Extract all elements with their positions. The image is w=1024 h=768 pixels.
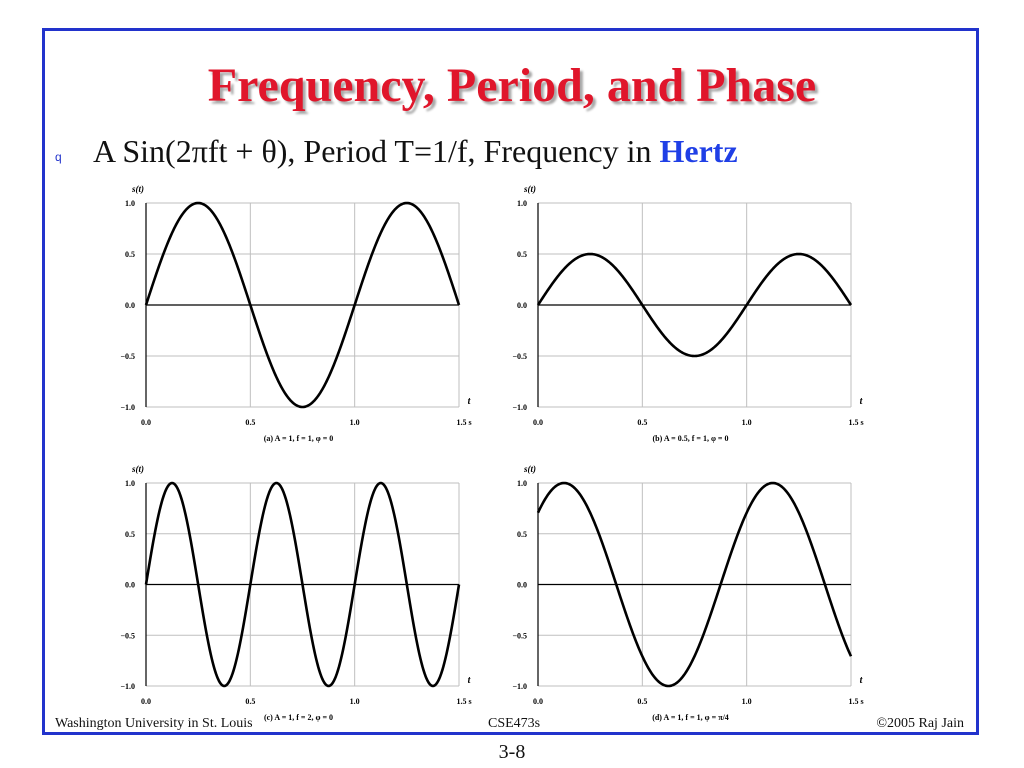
x-axis-label: t: [860, 396, 864, 407]
x-tick-label: 0.5: [245, 418, 255, 427]
y-tick-label: −1.0: [512, 403, 527, 412]
y-tick-label: 0.5: [125, 530, 135, 539]
bullet-text-prefix: A Sin(2πft + θ), Period T=1/f, Frequency…: [93, 133, 660, 169]
x-tick-label: 1.5 s: [456, 697, 471, 706]
chart-caption: (a) A = 1, f = 1, φ = 0: [264, 434, 334, 443]
y-tick-label: 0.5: [125, 250, 135, 259]
chart-caption: (c) A = 1, f = 2, φ = 0: [264, 713, 333, 722]
slide-number: 3-8: [498, 741, 526, 763]
y-tick-label: 1.0: [125, 479, 135, 488]
y-axis-label: s(t): [131, 464, 144, 474]
x-tick-label: 1.5 s: [456, 418, 471, 427]
x-tick-label: 0.0: [141, 697, 151, 706]
y-tick-label: 0.0: [125, 301, 135, 310]
x-tick-label: 1.0: [350, 418, 360, 427]
slide-frame: [42, 28, 979, 735]
y-tick-label: 0.5: [517, 530, 527, 539]
y-tick-label: 0.0: [517, 301, 527, 310]
y-tick-label: 0.0: [125, 581, 135, 590]
series-line-waveform: [144, 481, 461, 688]
footer-institution: Washington University in St. Louis: [55, 716, 253, 731]
x-tick-label: 0.5: [637, 697, 647, 706]
y-tick-label: 1.0: [125, 199, 135, 208]
y-axis-label: s(t): [523, 464, 536, 474]
x-tick-label: 0.5: [245, 697, 255, 706]
x-tick-label: 1.5 s: [848, 418, 863, 427]
y-tick-label: −0.5: [512, 352, 527, 361]
y-tick-label: −1.0: [120, 403, 135, 412]
x-tick-label: 1.0: [350, 697, 360, 706]
y-tick-label: −1.0: [120, 682, 135, 691]
x-tick-label: 0.0: [533, 418, 543, 427]
y-axis-label: s(t): [131, 184, 144, 194]
chart-caption: (d) A = 1, f = 1, φ = π/4: [652, 713, 729, 722]
y-tick-label: 0.5: [517, 250, 527, 259]
y-tick-label: 1.0: [517, 199, 527, 208]
series-line-waveform: [536, 252, 853, 358]
bullet-text: A Sin(2πft + θ), Period T=1/f, Frequency…: [93, 131, 738, 171]
x-axis-label: t: [860, 675, 864, 686]
footer-course: CSE473s: [488, 716, 541, 731]
x-tick-label: 0.0: [533, 697, 543, 706]
bullet-marker: q: [55, 150, 62, 164]
x-tick-label: 1.0: [742, 418, 752, 427]
chart-panel-2: 1.0 0.5 0.0 −0.5 −1.0 0.0 0.5 1.0 1.5 s s(t) t (b) …: [512, 184, 863, 443]
x-tick-label: 0.5: [637, 418, 647, 427]
chart-panel-1: 1.0 0.5 0.0 −0.5 −1.0 0.0 0.5 1.0 1.5 s s(t) t (a) …: [120, 184, 471, 443]
y-tick-label: −0.5: [512, 631, 527, 640]
x-axis-label: t: [468, 396, 472, 407]
series-line-waveform: [144, 201, 461, 409]
x-tick-label: 1.5 s: [848, 697, 863, 706]
x-tick-label: 1.0: [742, 697, 752, 706]
y-tick-label: −0.5: [120, 352, 135, 361]
chart-panel-4: 1.0 0.5 0.0 −0.5 −1.0 0.0 0.5 1.0 1.5 s s(t) t (d) …: [512, 464, 863, 722]
y-tick-label: 0.0: [517, 581, 527, 590]
x-axis-label: t: [468, 675, 472, 686]
y-tick-label: −0.5: [120, 631, 135, 640]
y-tick-label: −1.0: [512, 682, 527, 691]
x-tick-label: 0.0: [141, 418, 151, 427]
series-line-waveform: [536, 481, 853, 688]
footer-copyright: ©2005 Raj Jain: [876, 716, 964, 731]
chart-caption: (b) A = 0.5, f = 1, φ = 0: [652, 434, 728, 443]
slide-title: Frequency, Period, and Phase: [207, 59, 817, 112]
y-tick-label: 1.0: [517, 479, 527, 488]
y-axis-label: s(t): [523, 184, 536, 194]
chart-panel-3: 1.0 0.5 0.0 −0.5 −1.0 0.0 0.5 1.0 1.5 s s(t) t (c) …: [120, 464, 471, 722]
bullet-highlight-hertz: Hertz: [659, 133, 738, 169]
